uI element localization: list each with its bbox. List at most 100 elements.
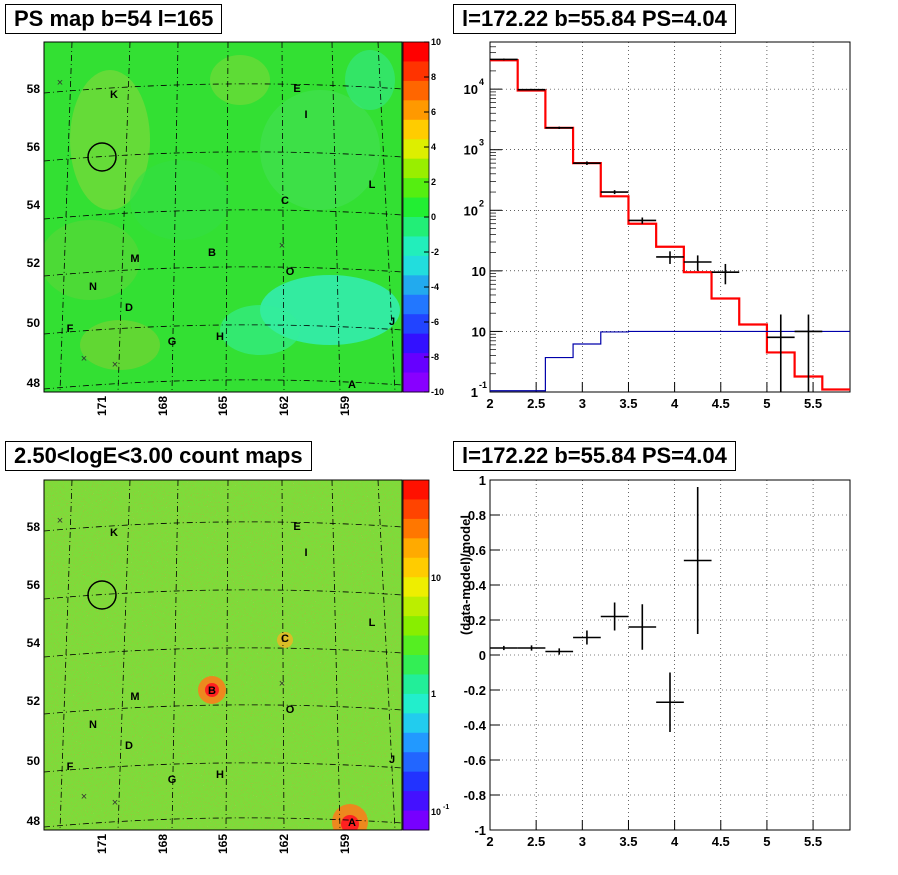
x-tick-label: 5 [763,834,770,849]
y-tick-label: -0.8 [464,788,486,803]
map1-axis-ticks: 58 56 54 52 50 48 171 168 165 162 159 [27,82,352,416]
map-y-tick-label: 52 [27,256,41,270]
source-label-g: G [168,336,177,348]
count-map-panel: K E I L C B M O N D F G H J A × × × × 58 56 54 52 50 48 171 168 16… [27,479,449,854]
colorbar-segment [403,616,429,637]
model-source-step [490,330,850,392]
source-label-m: M [130,691,139,703]
colorbar-tick-label: 10 [431,37,441,47]
colorbar-segment [403,158,429,179]
source-label-l: L [369,179,376,191]
colorbar-segment [403,810,429,831]
x-tick-label: 5.5 [804,396,822,411]
y-tick-exponent: 2 [479,198,484,208]
y-tick-exponent: 4 [479,77,484,87]
colorbar-tick-label: 8 [431,72,436,82]
spectrum-title: l=172.22 b=55.84 PS=4.04 [453,4,736,34]
map-x-tick-label: 168 [156,396,170,416]
cross-marker: × [112,359,118,371]
colorbar-segment [403,353,429,374]
count-map-title: 2.50<logE<3.00 count maps [5,441,312,471]
colorbar-segment [403,674,429,695]
map2-coordinate-grid [43,479,403,831]
y-tick-label: 0.8 [468,508,486,523]
source-label-f: F [67,761,74,773]
map-y-tick-label: 56 [27,578,41,592]
residual-title: l=172.22 b=55.84 PS=4.04 [453,441,736,471]
colorbar-segment [403,752,429,773]
source-label-k: K [110,89,118,101]
colorbar-tick-label: 4 [431,142,436,152]
colorbar-segment [403,61,429,82]
map-y-tick-label: 58 [27,82,41,96]
map-y-tick-label: 54 [27,198,41,212]
longitude-line [59,479,73,831]
source-label-d: D [125,740,133,752]
colorbar-tick-label: -10 [431,387,444,397]
colorbar-segment [403,255,429,276]
map-y-tick-label: 50 [27,754,41,768]
source-label-k: K [110,527,118,539]
colorbar-tick-label: 10 [431,573,441,583]
colorbar-segment [403,596,429,617]
x-tick-label: 2 [486,834,493,849]
cross-marker: × [81,353,87,365]
colorbar-segment [403,577,429,598]
colorbar-segment [403,693,429,714]
longitude-line [225,479,229,831]
y-tick-label: -0.4 [464,718,487,733]
longitude-line [331,479,341,831]
y-tick-exponent: 3 [479,138,484,148]
longitude-line [59,41,73,393]
y-tick-label: 10 [472,324,486,339]
colorbar-segment [403,713,429,734]
count-map-image [44,480,402,830]
longitude-line [331,41,341,393]
y-tick-label: 0 [479,648,486,663]
colorbar-tick-label: -2 [431,247,439,257]
source-label-i: I [304,109,307,121]
map-x-tick-label: 171 [95,834,109,854]
colorbar-segment [403,217,429,237]
colorbar-segment [403,314,429,335]
colorbar-segment [403,197,429,218]
source-label-c: C [281,195,289,207]
colorbar-segment [403,80,429,101]
x-tick-label: 4 [671,396,679,411]
map-x-tick-label: 168 [156,834,170,854]
map-x-tick-label: 165 [216,396,230,416]
source-label-e: E [293,83,300,95]
map-y-tick-label: 54 [27,636,41,650]
x-tick-label: 2.5 [527,396,545,411]
colorbar-segment [403,480,429,500]
longitude-line [117,479,131,831]
source-label-h: H [216,331,224,343]
source-label-n: N [89,281,97,293]
colorbar-segment [403,275,429,296]
source-label-c: C [281,633,289,645]
colorbar-segment [403,139,429,160]
x-tick-label: 5.5 [804,834,822,849]
cross-marker: × [279,240,285,252]
x-tick-label: 2.5 [527,834,545,849]
colorbar-segment [403,178,429,199]
y-tick-label: 10 [472,264,486,279]
cross-marker: × [112,797,118,809]
cross-marker: × [279,678,285,690]
x-tick-label: 4.5 [712,834,730,849]
longitude-line [171,479,179,831]
colorbar-segment [403,518,429,539]
y-tick-exponent: -1 [479,380,487,390]
source-label-j: J [389,754,395,766]
cross-marker: × [57,515,63,527]
source-label-e: E [293,521,300,533]
colorbar-tick-label: -4 [431,282,439,292]
residual-panel: 2 2.5 3 3.5 4 4.5 5 5.5 1 0.8 0.6 0.4 0.2 0 -0.2 -0.4 -0… [458,473,851,849]
map1-coordinate-grid [43,41,403,393]
x-tick-label: 4 [671,834,679,849]
y-tick-label: 10 [464,143,478,158]
source-label-i: I [304,547,307,559]
